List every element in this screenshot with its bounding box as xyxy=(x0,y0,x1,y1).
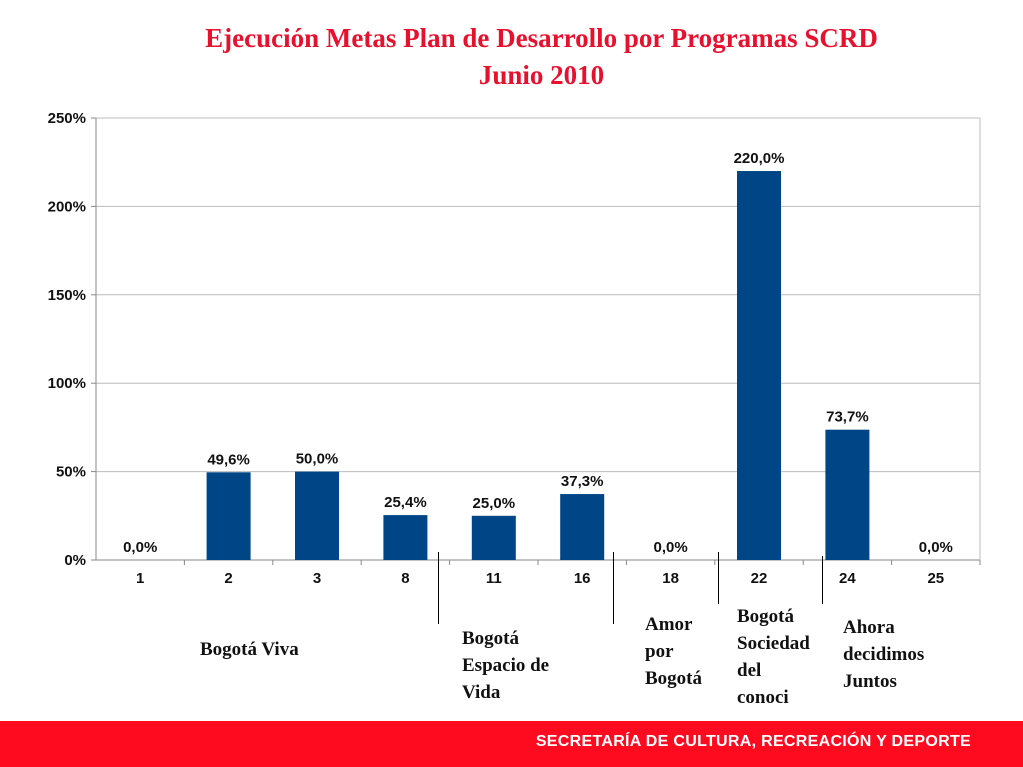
data-label: 49,6% xyxy=(207,451,250,468)
x-tick-label: 8 xyxy=(401,570,409,587)
y-tick-label: 50% xyxy=(56,464,86,481)
group-label-line: Amor xyxy=(645,614,693,635)
group-label-line: del xyxy=(737,660,762,681)
group-label-line: Espacio de xyxy=(462,655,550,676)
group-label-line: Bogotá xyxy=(462,628,519,649)
bar xyxy=(560,494,605,560)
group-label-line: Sociedad xyxy=(737,633,810,654)
chart-y-ticks: 0% 50% 100% 150% 200% 250% xyxy=(48,110,86,569)
data-label: 0,0% xyxy=(653,539,687,556)
x-tick-label: 24 xyxy=(839,570,856,587)
chart-data-labels: 0,0% 49,6% 50,0% 25,4% 25,0% 37,3% 0,0% 220,0% 7… xyxy=(123,150,953,556)
bar xyxy=(471,515,516,560)
x-tick-label: 16 xyxy=(574,570,591,587)
y-tick-label: 0% xyxy=(64,552,86,569)
chart-bars xyxy=(206,171,870,561)
group-label-line: Vida xyxy=(462,682,501,703)
group-label-line: Bogotá xyxy=(737,606,794,627)
x-tick-label: 2 xyxy=(224,570,232,587)
data-label: 0,0% xyxy=(919,539,953,556)
x-tick-label: 18 xyxy=(662,570,679,587)
bar xyxy=(825,429,870,560)
group-label-sociedad: Bogotá Sociedad del conoci xyxy=(737,603,810,711)
group-label-line: por xyxy=(645,641,674,662)
data-label: 25,4% xyxy=(384,494,427,511)
data-label: 50,0% xyxy=(296,451,339,468)
y-tick-label: 100% xyxy=(48,375,86,392)
group-divider xyxy=(613,552,614,624)
y-tick-label: 250% xyxy=(48,110,86,127)
group-divider xyxy=(438,552,439,624)
data-label: 25,0% xyxy=(473,495,516,512)
group-label-bogota-viva: Bogotá Viva xyxy=(200,636,299,663)
y-tick-label: 150% xyxy=(48,287,86,304)
x-tick-label: 3 xyxy=(313,570,321,587)
data-label: 0,0% xyxy=(123,539,157,556)
footer-bar: SECRETARÍA DE CULTURA, RECREACIÓN Y DEPO… xyxy=(0,721,1023,767)
bar xyxy=(737,171,781,561)
group-divider xyxy=(822,556,823,604)
group-divider xyxy=(718,552,719,604)
chart-title: Ejecución Metas Plan de Desarrollo por P… xyxy=(205,23,878,53)
x-tick-label: 1 xyxy=(136,570,144,587)
group-label-amor-bogota: Amor por Bogotá xyxy=(645,611,702,692)
chart-subtitle: Junio 2010 xyxy=(478,60,605,90)
chart-x-ticks: 1 2 3 8 11 16 18 22 24 25 xyxy=(136,560,981,587)
data-label: 37,3% xyxy=(561,473,604,490)
bar xyxy=(383,515,428,560)
bar xyxy=(295,471,339,560)
data-label: 220,0% xyxy=(734,150,785,167)
bar-chart: 0,0%49,6% 50,0%25,4% 25,0%37,3%0,0%220,0%7… xyxy=(48,110,981,587)
group-label-line: conoci xyxy=(737,687,789,708)
group-label-line: Juntos xyxy=(843,671,897,692)
data-label: 73,7% xyxy=(826,409,869,426)
x-tick-label: 22 xyxy=(751,570,768,587)
group-label-line: Ahora xyxy=(843,617,895,638)
group-label-text: Bogotá Viva xyxy=(200,639,299,660)
group-label-line: Bogotá xyxy=(645,668,702,689)
bar xyxy=(206,472,251,560)
x-tick-label: 25 xyxy=(927,570,944,587)
x-tick-label: 11 xyxy=(486,570,502,587)
y-tick-label: 200% xyxy=(48,198,86,215)
group-label-ahora: Ahora decidimos Juntos xyxy=(843,614,924,695)
group-label-line: decidimos xyxy=(843,644,925,665)
group-label-espacio-vida: Bogotá Espacio de Vida xyxy=(462,625,549,706)
footer-text: SECRETARÍA DE CULTURA, RECREACIÓN Y DEPO… xyxy=(535,733,971,750)
